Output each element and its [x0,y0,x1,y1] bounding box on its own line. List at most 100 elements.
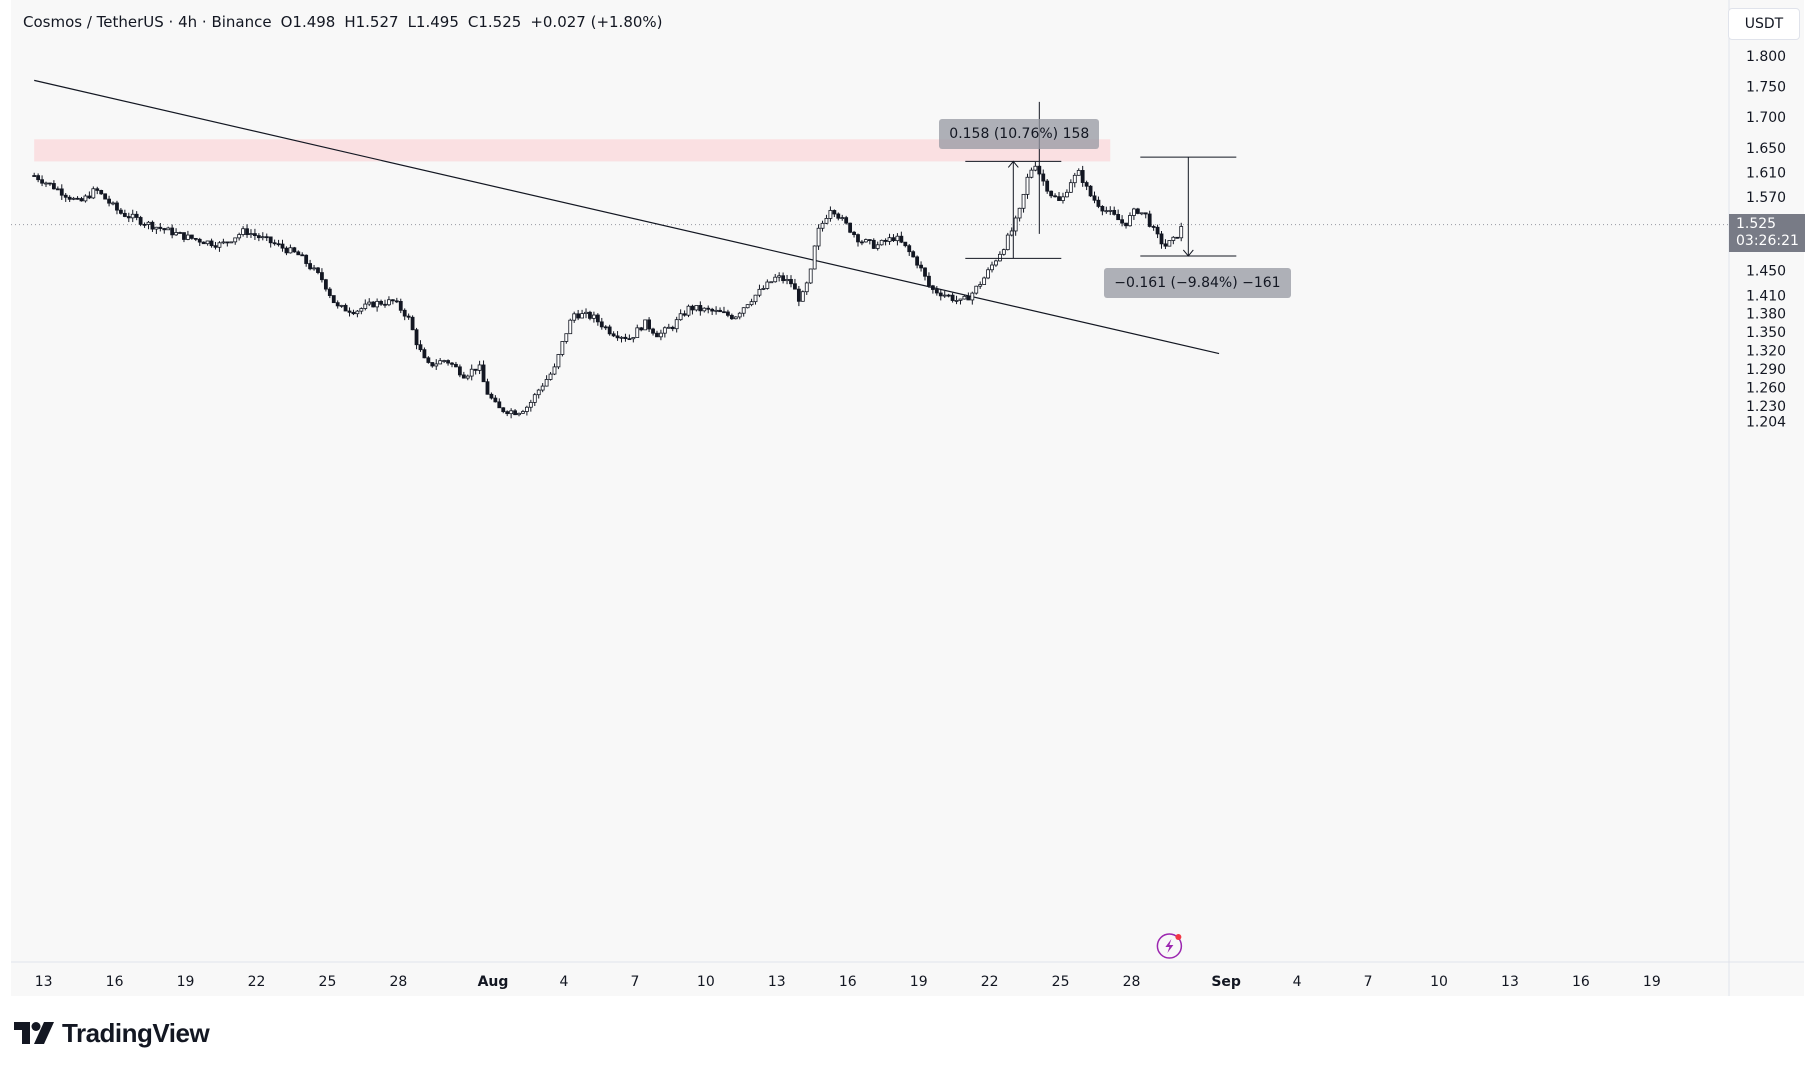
candle-down [1120,219,1124,224]
candle-down [48,182,52,185]
candle-down [1088,185,1093,197]
price-tick-label: 1.450 [1746,264,1786,280]
candle-up [71,197,76,200]
candle-down [934,289,939,294]
candle-down [327,288,332,296]
candle-up [1128,215,1132,227]
time-tick-label: Sep [1211,974,1241,990]
candle-up [674,319,679,330]
candle-down [59,188,64,196]
candle-up [130,213,135,219]
candle-down [1155,226,1160,235]
candle-down [930,285,935,290]
symbol-legend: Cosmos / TetherUS · 4h · Binance O1.498 H1… [23,13,672,31]
candle-up [714,309,718,312]
candle-down [501,407,506,413]
candle-down [706,307,711,310]
candle-down [383,303,387,306]
currency-selector[interactable]: USDT [1728,8,1800,40]
candle-down [430,362,435,367]
candle-up [363,303,368,309]
candle-down [651,328,655,334]
price-tick-label: 1.900 [1746,0,1786,3]
candle-down [1163,243,1168,247]
candle-down [308,263,313,270]
candle-up [548,373,553,380]
candle-up [532,394,537,403]
time-tick-label: 10 [1430,974,1448,990]
chart-frame[interactable]: 1.9501.9001.8501.8001.7501.7001.6501.610… [11,0,1804,996]
measure-up-label[interactable]: 0.158 (10.76%) 158 [939,119,1100,150]
time-tick-label: 4 [1293,974,1302,990]
candle-up [517,412,521,416]
candle-down [414,329,419,346]
candle-up [678,313,683,321]
price-tick-label: 1.800 [1746,49,1786,65]
candle-down [422,349,427,359]
tradingview-logo-icon [14,1022,54,1044]
candle-up [387,299,391,306]
chart-canvas[interactable]: 1.9501.9001.8501.8001.7501.7001.6501.610… [11,0,1804,996]
candle-up [643,319,648,331]
candle-up [619,336,624,339]
candle-up [1001,249,1006,255]
candle-up [469,368,474,377]
candle-down [276,243,281,246]
candle-up [221,241,226,244]
measure-down-label[interactable]: −0.161 (−9.84%) −161 [1104,267,1291,298]
candle-down [36,175,41,181]
candle-up [970,292,975,301]
candle-down [1045,180,1050,192]
candle-up [1009,230,1014,236]
candle-up [954,299,959,302]
candle-down [209,240,214,247]
time-tick-label: 10 [697,974,715,990]
candle-up [840,217,845,220]
candle-down [1112,209,1117,215]
candle-up [895,235,900,242]
candle-down [836,213,841,219]
candle-down [331,295,336,304]
trendline [34,79,1220,355]
candle-down [402,309,407,317]
candle-down [670,326,675,330]
candle-up [540,385,545,391]
price-tick-label: 1.290 [1746,362,1786,378]
candle-down [150,221,155,230]
candle-up [465,375,470,379]
tradingview-logo[interactable]: TradingView [14,1018,210,1048]
candle-up [761,288,766,290]
candle-down [710,308,715,312]
candle-down [178,232,182,234]
candle-down [726,311,730,316]
candle-down [883,239,888,242]
candle-up [154,226,159,230]
candle-up [237,234,242,239]
candle-up [1021,193,1026,209]
candle-down [343,304,348,312]
candle-up [1108,209,1113,212]
candle-down [296,251,301,256]
time-tick-label: 19 [1643,974,1661,990]
candle-up [249,233,253,236]
candle-up [564,333,569,342]
price-tick-label: 1.650 [1746,141,1786,157]
candle-up [1029,169,1034,178]
candle-up [544,379,549,387]
candle-down [87,195,92,199]
candle-down [489,393,494,399]
candle-down [454,363,458,368]
candle-down [67,196,72,200]
candle-down [615,335,620,339]
time-tick-label: 19 [177,974,195,990]
candle-down [856,234,860,243]
candle-down [1151,226,1156,228]
candle-up [568,319,573,335]
measure-up-arrow [1007,160,1019,168]
alert-icon [1156,933,1183,959]
candle-down [292,247,297,253]
candle-down [639,327,644,331]
time-tick-label: 28 [389,974,407,990]
candle-up [812,245,817,270]
candle-down [79,198,84,202]
